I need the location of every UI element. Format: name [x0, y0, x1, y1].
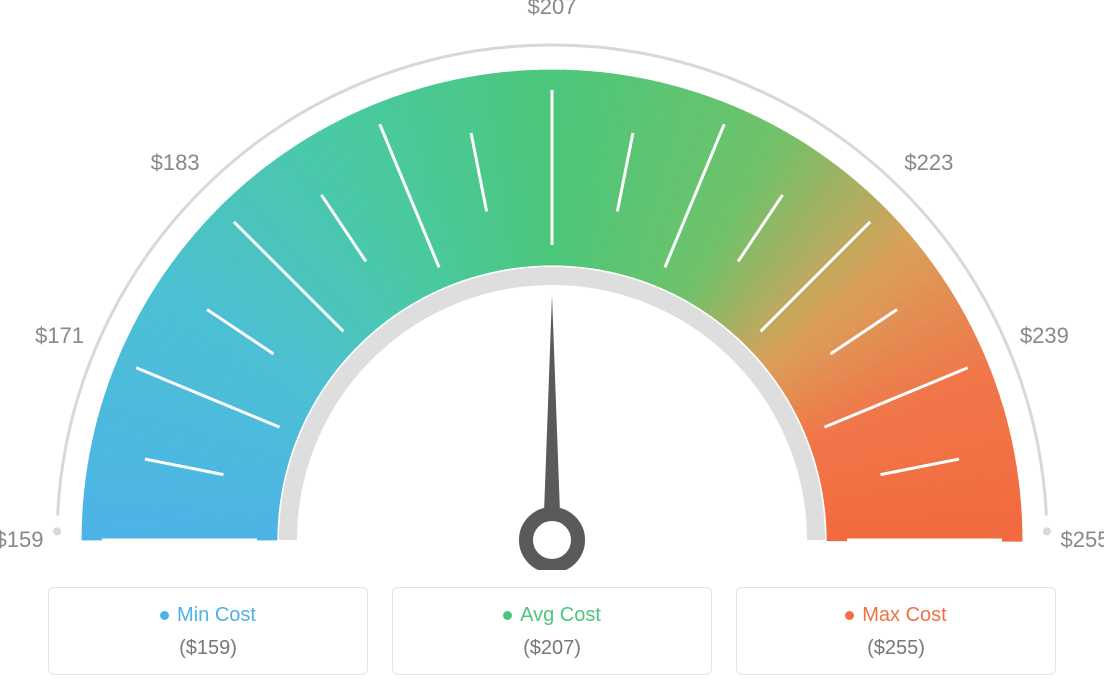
gauge-tick-label: $207 — [528, 0, 577, 20]
gauge: $159 $171 $183 $207 $223 $239 $255 — [0, 0, 1104, 570]
legend-card-avg: Avg Cost ($207) — [392, 587, 712, 675]
legend-value-min: ($159) — [59, 637, 357, 660]
legend-dot-avg — [503, 611, 512, 620]
legend-label-min: Min Cost — [177, 604, 256, 627]
legend-row: Min Cost ($159) Avg Cost ($207) Max Cost… — [0, 587, 1104, 675]
legend-label-max-row: Max Cost — [747, 604, 1045, 627]
legend-value-max: ($255) — [747, 637, 1045, 660]
gauge-tick-label: $223 — [904, 150, 953, 176]
gauge-tick-label: $255 — [1061, 527, 1104, 553]
gauge-svg — [0, 0, 1104, 570]
legend-value-avg: ($207) — [403, 637, 701, 660]
legend-label-max: Max Cost — [862, 604, 946, 627]
gauge-tick-label: $159 — [0, 527, 43, 553]
gauge-tick-label: $239 — [1020, 323, 1069, 349]
legend-label-avg-row: Avg Cost — [403, 604, 701, 627]
legend-label-min-row: Min Cost — [59, 604, 357, 627]
legend-card-max: Max Cost ($255) — [736, 587, 1056, 675]
legend-dot-min — [160, 611, 169, 620]
legend-card-min: Min Cost ($159) — [48, 587, 368, 675]
chart-container: $159 $171 $183 $207 $223 $239 $255 Min Cost ($… — [0, 0, 1104, 690]
gauge-tick-label: $183 — [151, 150, 200, 176]
legend-label-avg: Avg Cost — [520, 604, 601, 627]
legend-dot-max — [845, 611, 854, 620]
gauge-tick-label: $171 — [35, 323, 84, 349]
